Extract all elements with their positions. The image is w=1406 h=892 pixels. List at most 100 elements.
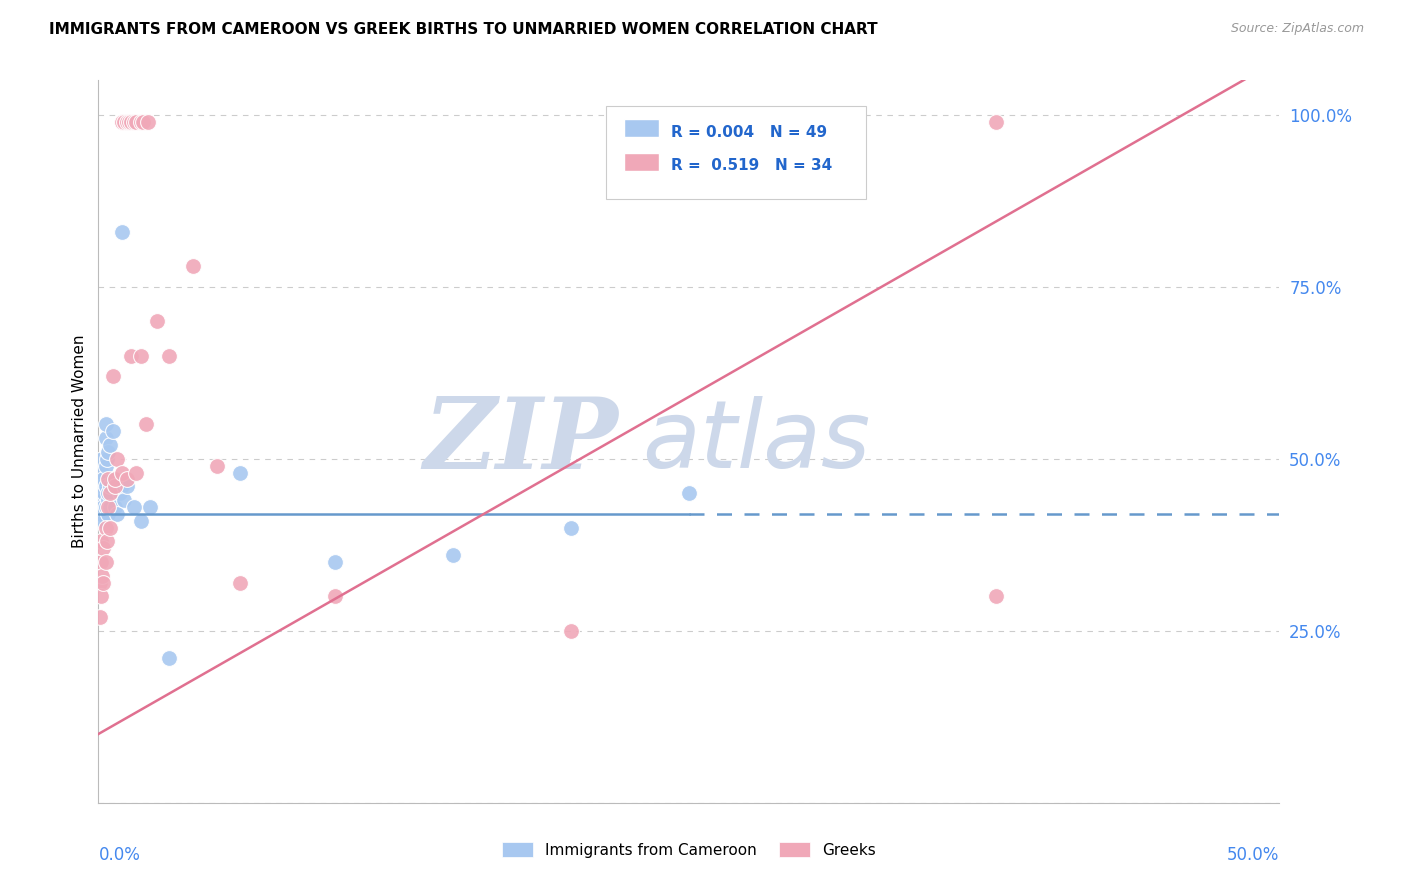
Point xyxy=(94,458,117,473)
Point xyxy=(129,514,152,528)
Point xyxy=(97,493,120,508)
Point xyxy=(90,534,112,549)
Point xyxy=(104,479,127,493)
Point xyxy=(97,500,120,514)
Point xyxy=(118,114,141,128)
FancyBboxPatch shape xyxy=(606,105,866,200)
Point xyxy=(91,479,114,493)
Point xyxy=(101,472,124,486)
Point xyxy=(323,555,346,569)
Point xyxy=(115,472,138,486)
Point xyxy=(678,486,700,500)
Text: 50.0%: 50.0% xyxy=(1227,847,1279,864)
Point xyxy=(89,507,111,521)
Point xyxy=(129,349,152,363)
Text: ZIP: ZIP xyxy=(423,393,619,490)
Text: R =  0.519   N = 34: R = 0.519 N = 34 xyxy=(671,158,832,173)
Text: atlas: atlas xyxy=(641,396,870,487)
Point xyxy=(97,472,120,486)
Point xyxy=(90,590,112,604)
Text: 0.0%: 0.0% xyxy=(98,847,141,864)
Point xyxy=(98,520,121,534)
Point xyxy=(96,451,118,466)
Point xyxy=(91,493,114,508)
Point xyxy=(984,590,1007,604)
Point xyxy=(111,479,134,493)
Bar xyxy=(624,119,659,136)
Point xyxy=(94,520,117,534)
Point xyxy=(115,114,138,128)
Point xyxy=(122,114,145,128)
Point xyxy=(157,651,180,665)
Point xyxy=(112,493,135,508)
Point xyxy=(94,555,117,569)
Y-axis label: Births to Unmarried Women: Births to Unmarried Women xyxy=(72,334,87,549)
Point xyxy=(98,500,121,514)
Point xyxy=(139,500,162,514)
Legend: Immigrants from Cameroon, Greeks: Immigrants from Cameroon, Greeks xyxy=(496,836,882,863)
Point xyxy=(115,479,138,493)
Point xyxy=(90,486,112,500)
Point xyxy=(89,500,111,514)
Point xyxy=(108,486,131,500)
Bar xyxy=(624,153,659,170)
Point xyxy=(105,451,128,466)
Point xyxy=(323,590,346,604)
Point xyxy=(132,114,155,128)
Point xyxy=(111,466,134,480)
Point xyxy=(91,472,114,486)
Point xyxy=(104,479,127,493)
Point xyxy=(441,548,464,562)
Point xyxy=(229,575,252,590)
Point xyxy=(181,259,204,273)
Point xyxy=(89,514,111,528)
Point xyxy=(205,458,228,473)
Point xyxy=(104,500,127,514)
Point xyxy=(146,314,169,328)
Point xyxy=(89,575,111,590)
Point xyxy=(129,114,152,128)
Point xyxy=(98,486,121,500)
Point xyxy=(157,349,180,363)
Point xyxy=(97,445,120,459)
Point xyxy=(94,479,117,493)
Point xyxy=(94,431,117,445)
Point xyxy=(112,114,135,128)
Point xyxy=(97,486,120,500)
Point xyxy=(94,500,117,514)
Point xyxy=(91,500,114,514)
Point xyxy=(111,114,134,128)
Point xyxy=(91,541,114,556)
Point xyxy=(89,610,111,624)
Point xyxy=(104,472,127,486)
Point xyxy=(125,114,148,128)
Point xyxy=(105,507,128,521)
Point xyxy=(96,534,118,549)
Text: R = 0.004   N = 49: R = 0.004 N = 49 xyxy=(671,125,827,140)
Point xyxy=(93,486,115,500)
Point xyxy=(90,493,112,508)
Point xyxy=(101,369,124,384)
Point xyxy=(136,114,159,128)
Point xyxy=(91,575,114,590)
Point xyxy=(90,493,112,508)
Point xyxy=(91,466,114,480)
Point xyxy=(560,624,582,638)
Point xyxy=(135,417,157,432)
Point xyxy=(91,500,114,514)
Point xyxy=(121,114,143,128)
Text: Source: ZipAtlas.com: Source: ZipAtlas.com xyxy=(1230,22,1364,36)
Point xyxy=(111,225,134,239)
Point xyxy=(560,520,582,534)
Point xyxy=(125,466,148,480)
Text: IMMIGRANTS FROM CAMEROON VS GREEK BIRTHS TO UNMARRIED WOMEN CORRELATION CHART: IMMIGRANTS FROM CAMEROON VS GREEK BIRTHS… xyxy=(49,22,877,37)
Point xyxy=(98,438,121,452)
Point xyxy=(91,514,114,528)
Point xyxy=(97,507,120,521)
Point xyxy=(90,479,112,493)
Point xyxy=(122,500,145,514)
Point xyxy=(90,555,112,569)
Point xyxy=(229,466,252,480)
Point xyxy=(94,417,117,432)
Point xyxy=(91,568,114,582)
